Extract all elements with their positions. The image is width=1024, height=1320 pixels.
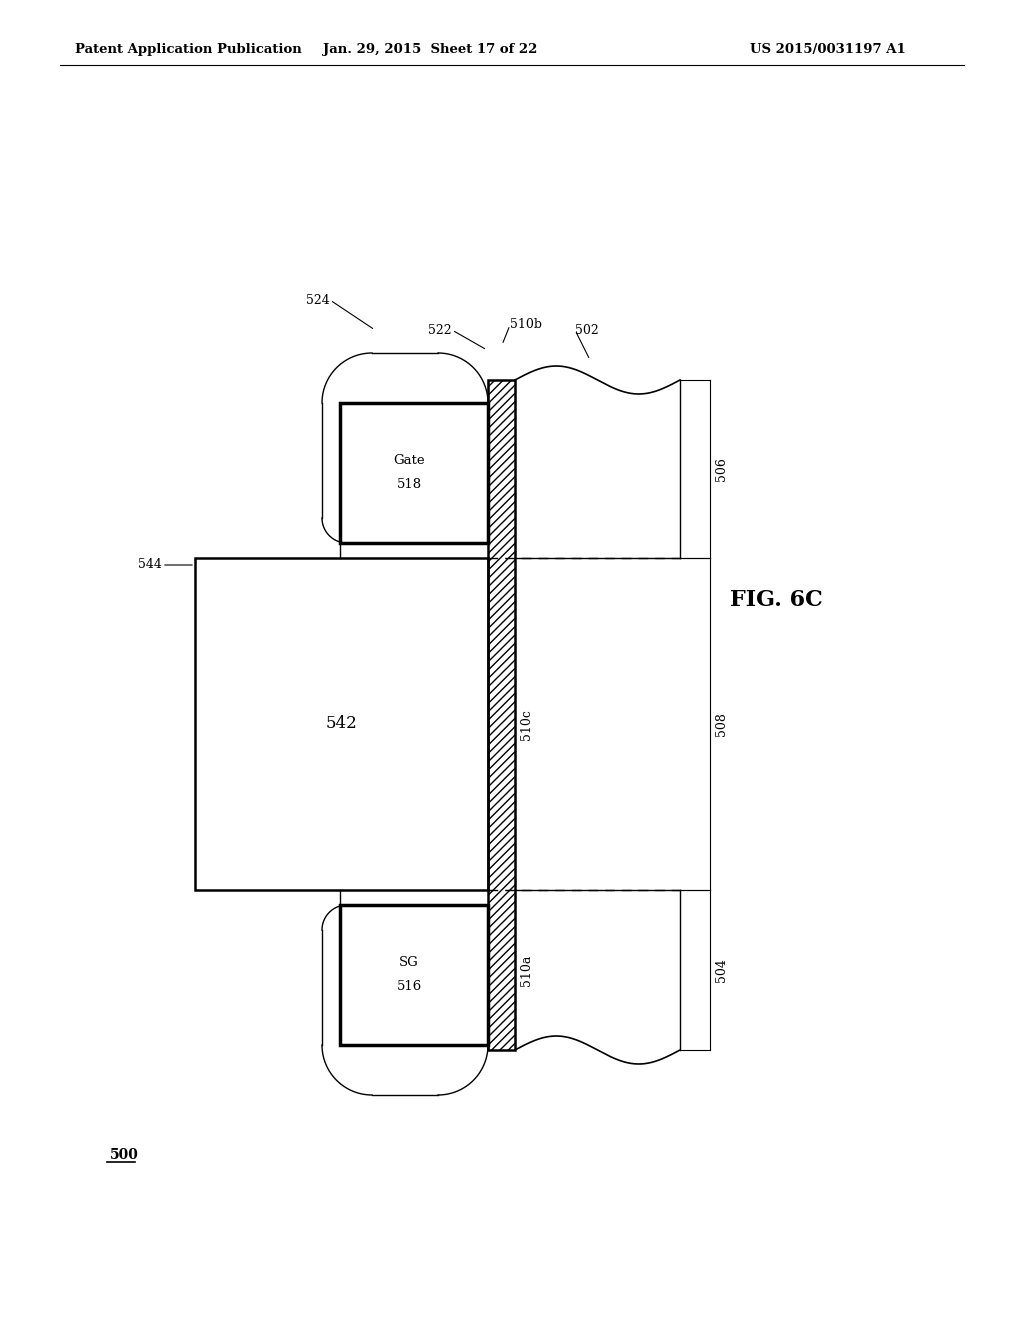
Text: 542: 542 (326, 715, 357, 733)
Text: Patent Application Publication: Patent Application Publication (75, 44, 302, 57)
Text: FIG. 6C: FIG. 6C (730, 589, 822, 611)
Text: 522: 522 (428, 323, 452, 337)
Bar (195, 558, 488, 890)
Text: 510b: 510b (510, 318, 542, 331)
Text: 510a: 510a (520, 954, 534, 986)
Bar (340, 906, 488, 1045)
Text: Jan. 29, 2015  Sheet 17 of 22: Jan. 29, 2015 Sheet 17 of 22 (323, 44, 538, 57)
Text: 508: 508 (715, 711, 728, 737)
Text: 524: 524 (306, 293, 330, 306)
Text: 502: 502 (575, 323, 599, 337)
Text: US 2015/0031197 A1: US 2015/0031197 A1 (750, 44, 906, 57)
Text: 506: 506 (715, 457, 728, 480)
Text: 516: 516 (396, 981, 422, 994)
Text: 510c: 510c (520, 710, 534, 741)
Text: Gate: Gate (393, 454, 425, 467)
Text: 504: 504 (715, 958, 728, 982)
Bar (340, 403, 488, 543)
Text: SG: SG (399, 957, 419, 969)
Bar (488, 380, 515, 1049)
Text: 518: 518 (396, 479, 422, 491)
Text: 500: 500 (110, 1148, 139, 1162)
Text: 544: 544 (138, 558, 162, 572)
